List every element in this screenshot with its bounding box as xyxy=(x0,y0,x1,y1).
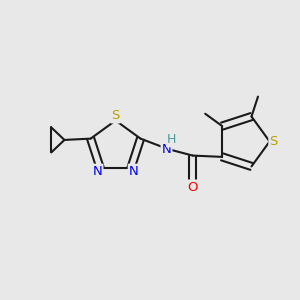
Text: O: O xyxy=(188,181,198,194)
Text: H: H xyxy=(167,133,176,146)
Text: S: S xyxy=(111,110,120,122)
Text: N: N xyxy=(93,165,102,178)
Text: N: N xyxy=(129,165,139,178)
Text: N: N xyxy=(162,143,171,156)
Text: S: S xyxy=(269,135,278,148)
